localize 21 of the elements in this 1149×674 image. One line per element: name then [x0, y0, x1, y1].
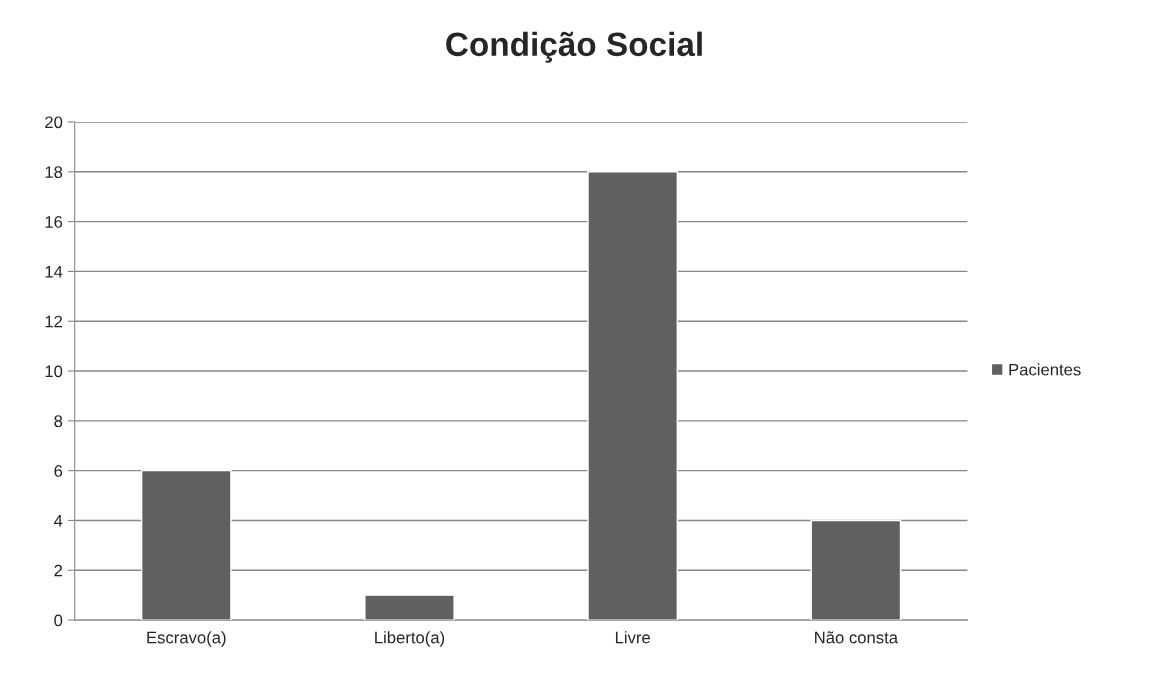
y-tick-label: 0: [54, 614, 63, 627]
y-tick-label: 10: [45, 365, 63, 378]
x-tick-label: Escravo(a): [147, 631, 226, 647]
legend-label: Pacientes: [1009, 363, 1081, 376]
y-tick-label: 18: [45, 166, 63, 179]
bar: [810, 519, 902, 621]
bar: [587, 171, 679, 621]
y-tick-label: 14: [45, 265, 63, 278]
y-tick-label: 8: [54, 415, 63, 428]
y-tick-label: 4: [53, 515, 63, 527]
y-tick-label: 16: [45, 216, 63, 228]
bar: [140, 469, 232, 621]
bar: [364, 594, 455, 621]
y-tick-label: 20: [45, 116, 63, 129]
x-tick-label: Liberto(a): [375, 631, 445, 647]
y-tick-label: 6: [54, 465, 63, 477]
y-tick-label: 12: [45, 315, 63, 328]
y-tick-label: 2: [54, 564, 63, 577]
x-tick-label: Não consta: [815, 631, 899, 644]
chart-title: Condição Social: [446, 31, 702, 63]
x-tick-label: Livre: [615, 631, 650, 644]
